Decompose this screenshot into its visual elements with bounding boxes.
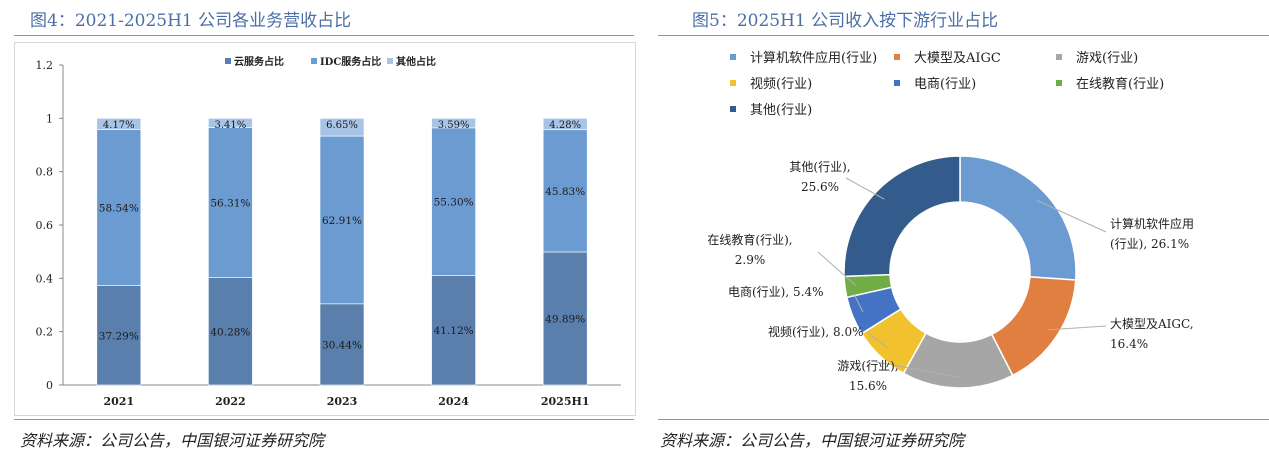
slice-data-label: 2.9%	[735, 253, 766, 267]
legend-swatch	[1056, 54, 1062, 60]
legend-label: 视频(行业)	[750, 77, 812, 92]
y-tick-label: 0	[46, 379, 53, 392]
x-tick-label: 2025H1	[541, 395, 590, 408]
bar-data-label: 3.41%	[215, 120, 247, 131]
y-tick-label: 1.2	[36, 59, 54, 72]
bar-chart-frame: 0 0.2 0.4 0.6 0.8 1 1.2 37.29% 58.54% 4.17% 2021 40…	[14, 42, 636, 416]
figure-4-title: 图4：2021-2025H1 公司各业务营收占比	[30, 11, 352, 31]
bar-data-label: 49.89%	[545, 313, 585, 325]
legend-label: IDC服务占比	[320, 55, 381, 68]
legend-label: 在线教育(行业)	[1076, 76, 1164, 92]
legend-label: 计算机软件应用(行业)	[750, 50, 877, 66]
bar-segment	[208, 277, 253, 386]
x-tick-label: 2023	[327, 395, 358, 408]
legend-label: 电商(行业)	[914, 77, 976, 92]
figure-5-source: 资料来源：公司公告，中国银河证券研究院	[660, 431, 965, 450]
x-tick-label: 2022	[215, 395, 246, 408]
bar-segment	[431, 275, 476, 386]
bar-data-label: 45.83%	[545, 186, 585, 198]
bar-segment	[96, 129, 142, 286]
bar-data-label: 4.28%	[549, 120, 581, 131]
bar-data-label: 58.54%	[99, 203, 139, 215]
slice-data-label: 16.4%	[1110, 337, 1148, 351]
legend-label: 云服务占比	[234, 55, 284, 68]
y-tick-label: 0.2	[36, 326, 54, 339]
slice-data-label: 15.6%	[849, 379, 887, 393]
bar-data-label: 56.31%	[210, 198, 250, 210]
legend-label: 其他占比	[396, 55, 436, 68]
slice-data-label: 在线教育(行业),	[707, 232, 792, 247]
x-tick-label: 2021	[103, 395, 134, 408]
slice-data-label: 25.6%	[801, 180, 839, 194]
y-tick-label: 1	[46, 112, 53, 125]
bar-data-label: 41.12%	[434, 325, 474, 337]
leader-line	[867, 332, 888, 349]
bar-data-label: 6.65%	[326, 120, 358, 131]
legend-swatch	[1056, 80, 1062, 86]
legend-swatch	[387, 58, 393, 64]
bar-data-label: 40.28%	[210, 326, 250, 338]
title-rule	[14, 35, 634, 36]
leader-line	[853, 293, 864, 313]
y-tick-label: 0.8	[36, 166, 54, 179]
bar-data-label: 55.30%	[434, 197, 474, 209]
donut-chart: 计算机软件应用(行业) 大模型及AIGC 游戏(行业) 视频(行业) 电商(行业) 在线教…	[707, 50, 1194, 393]
bar-data-label: 62.91%	[322, 215, 362, 227]
bar-data-label: 30.44%	[322, 339, 362, 351]
bar-segment	[542, 129, 588, 253]
bar-segment	[431, 118, 476, 129]
bar-segment	[431, 127, 476, 276]
x-tick-label: 2024	[438, 395, 469, 408]
legend-swatch	[225, 58, 231, 64]
legend-swatch	[730, 54, 736, 60]
bar-data-label: 37.29%	[99, 330, 139, 342]
bar-segment	[96, 118, 142, 130]
source-rule	[14, 419, 634, 420]
figure-4-source: 资料来源：公司公告，中国银河证券研究院	[20, 431, 325, 450]
slice-data-label: 大模型及AIGC,	[1110, 317, 1194, 331]
right-figure-panel: 图5：2025H1 公司收入按下游行业占比 计算机软件应用(行业) 大模型及AIG…	[650, 0, 1269, 462]
bar-segment	[96, 285, 142, 386]
legend-swatch	[730, 106, 736, 112]
legend-label: 其他(行业)	[750, 103, 812, 118]
bar-segment	[208, 127, 253, 278]
title-rule	[658, 35, 1269, 36]
donut-slice	[843, 155, 961, 278]
leader-line	[817, 251, 857, 286]
donut-chart-frame: 计算机软件应用(行业) 大模型及AIGC 游戏(行业) 视频(行业) 电商(行业) 在线教…	[658, 40, 1269, 418]
slice-data-label: (行业), 26.1%	[1110, 237, 1189, 251]
bar-data-label: 4.17%	[103, 120, 135, 131]
bar-segment	[542, 118, 588, 131]
legend-swatch	[311, 58, 317, 64]
slice-data-label: 其他(行业),	[789, 160, 850, 174]
leader-line	[845, 177, 885, 200]
leader-line	[875, 361, 959, 378]
y-tick-label: 0.4	[36, 272, 54, 285]
bar-data-label: 3.59%	[438, 120, 470, 131]
figure-5-title: 图5：2025H1 公司收入按下游行业占比	[692, 11, 999, 31]
stacked-bar-chart: 0 0.2 0.4 0.6 0.8 1 1.2 37.29% 58.54% 4.17% 2021 40…	[36, 55, 621, 408]
legend-swatch	[730, 80, 736, 86]
legend-label: 大模型及AIGC	[914, 51, 1001, 66]
bar-segment	[542, 251, 588, 386]
legend-swatch	[894, 54, 900, 60]
slice-data-label: 计算机软件应用	[1110, 216, 1194, 231]
left-figure-panel: 图4：2021-2025H1 公司各业务营收占比 0 0.2 0.4 0.6 0.8 1 1…	[14, 11, 636, 450]
source-rule	[658, 419, 1269, 420]
slice-data-label: 视频(行业), 8.0%	[768, 324, 863, 339]
leader-line	[1036, 199, 1107, 233]
leader-line	[1047, 325, 1107, 331]
y-tick-label: 0.6	[36, 219, 54, 232]
bar-segment	[319, 118, 365, 137]
legend-swatch	[894, 80, 900, 86]
legend-label: 游戏(行业)	[1076, 51, 1138, 66]
slice-data-label: 游戏(行业),	[837, 359, 898, 373]
bar-segment	[208, 118, 253, 128]
slice-data-label: 电商(行业), 5.4%	[728, 284, 823, 299]
donut-slice	[959, 155, 1077, 281]
